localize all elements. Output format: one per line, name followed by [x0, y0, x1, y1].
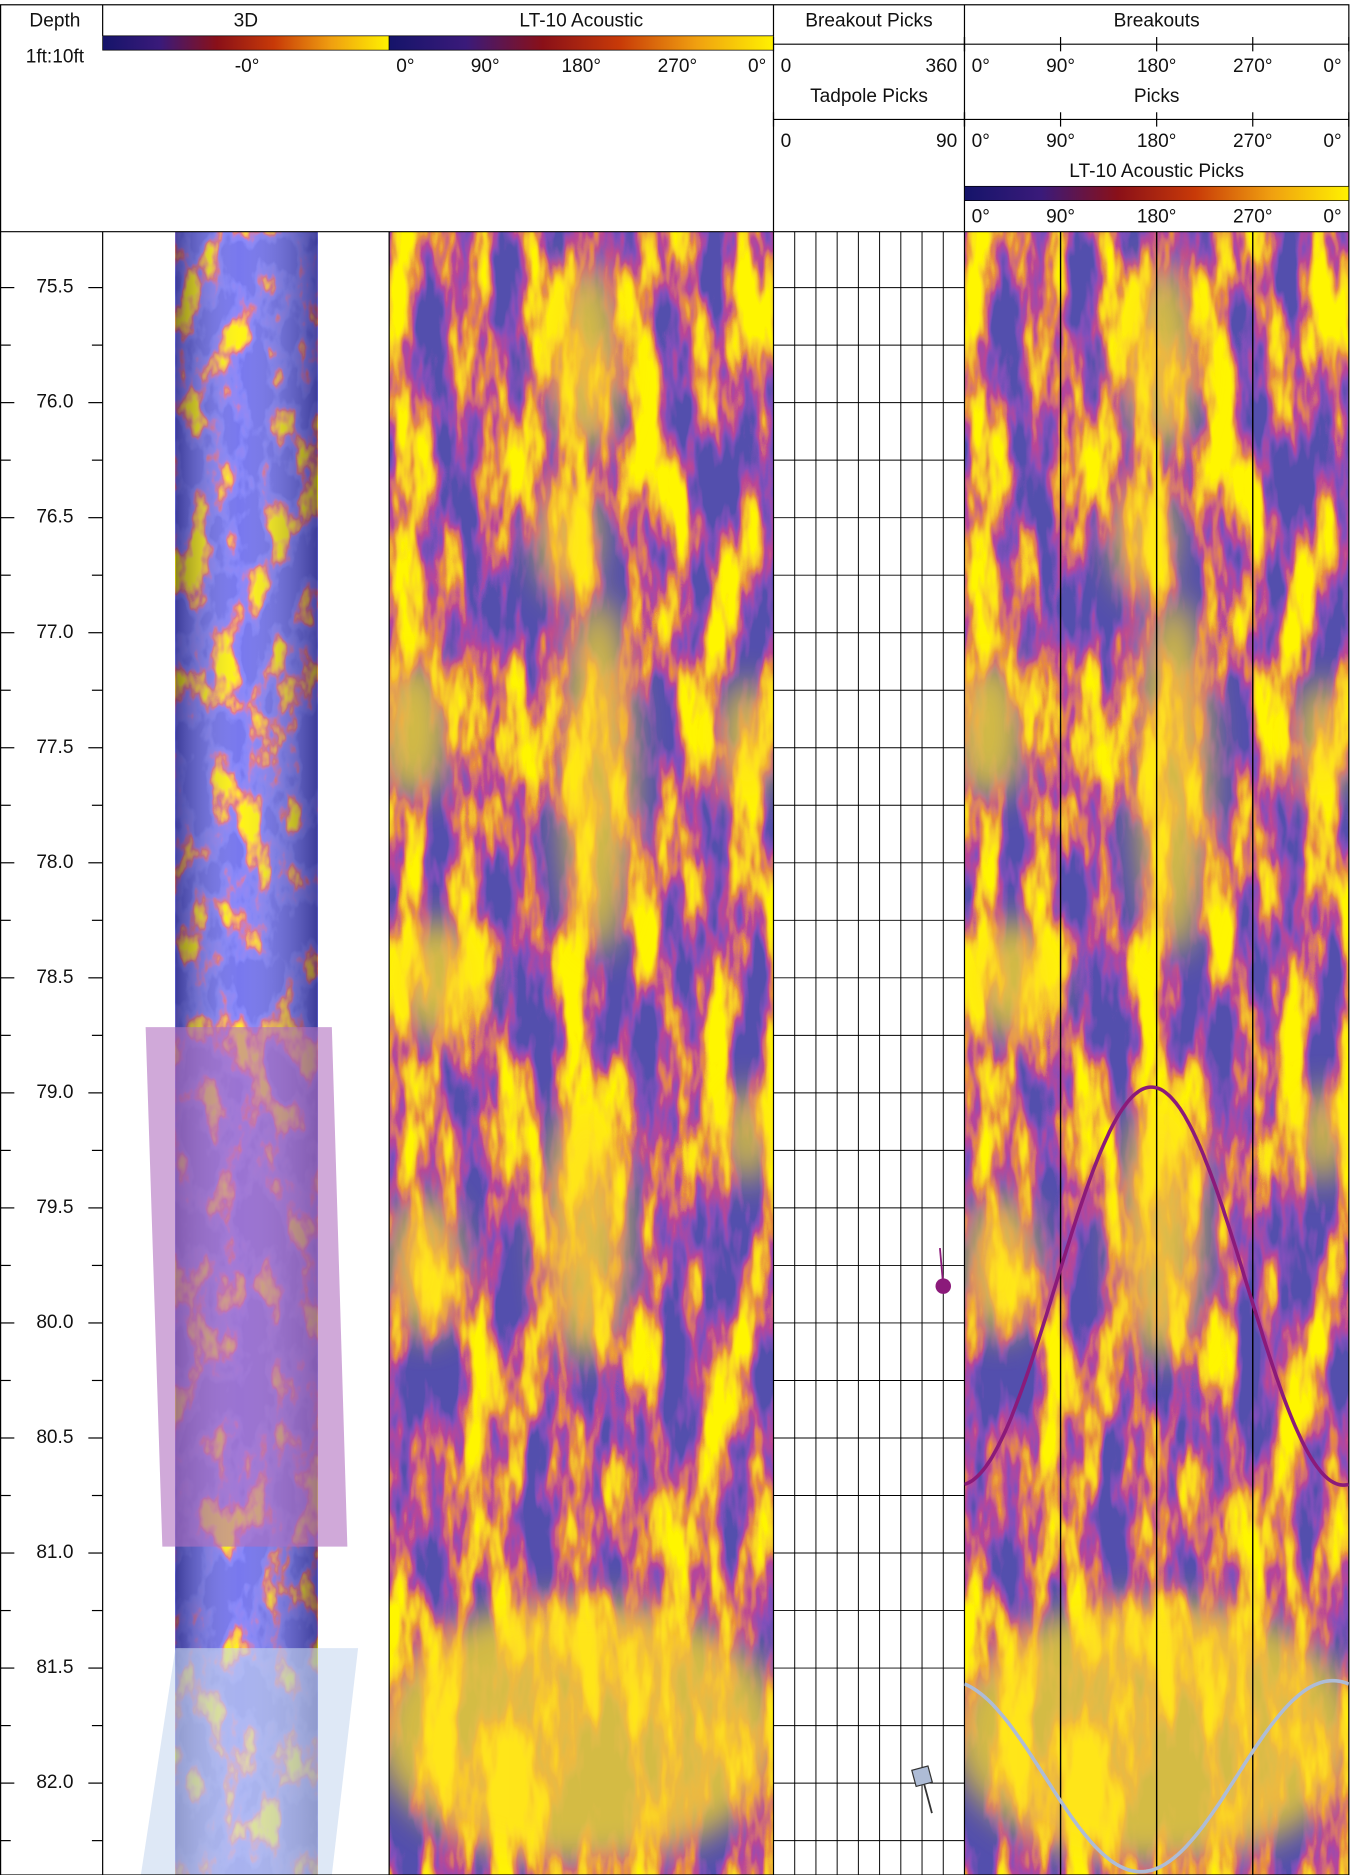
- tadpole: [911, 1765, 934, 1788]
- acoustic-picks-image: [953, 232, 1356, 1875]
- colorbar: [102, 35, 390, 51]
- track-title: Tadpole Picks: [810, 86, 928, 107]
- x-tick-label: 90°: [1046, 56, 1075, 77]
- x-tick-label: 0°: [1323, 56, 1341, 77]
- x-tick-label: 90: [936, 131, 957, 152]
- depth-label: 76.0: [36, 392, 73, 413]
- track-title: LT-10 Acoustic: [519, 11, 643, 32]
- x-tick-label: 0°: [396, 56, 414, 77]
- x-tick-label: 0: [781, 131, 792, 152]
- x-tick-label: 180°: [1137, 206, 1176, 227]
- depth-label: 80.5: [36, 1427, 73, 1448]
- depth-label: 81.5: [36, 1657, 73, 1678]
- x-tick-label: 270°: [1233, 206, 1272, 227]
- depth-label: 80.0: [36, 1312, 73, 1333]
- frame: [0, 4, 1350, 1875]
- plane-overlay: [145, 1027, 348, 1547]
- colorbar: [964, 185, 1350, 201]
- x-tick-label: 90°: [471, 56, 500, 77]
- x-tick-label: 0°: [972, 206, 990, 227]
- three-d-image: [140, 231, 359, 1875]
- depth-title: Depth: [29, 11, 80, 32]
- depth-label: 78.5: [36, 967, 73, 988]
- x-tick-label: 270°: [658, 56, 697, 77]
- x-tick-label: 270°: [1233, 56, 1272, 77]
- x-tick-label: 180°: [562, 56, 601, 77]
- track-title: Breakouts: [1114, 11, 1200, 32]
- x-tick-label: 0°: [1323, 206, 1341, 227]
- x-tick-label: 90°: [1046, 131, 1075, 152]
- tadpole: [935, 1278, 952, 1294]
- x-tick-label: 0°: [972, 131, 990, 152]
- x-tick-label: 90°: [1046, 206, 1075, 227]
- x-tick-label: 180°: [1137, 131, 1176, 152]
- x-tick-label: 0°: [748, 56, 766, 77]
- depth-label: 77.5: [36, 737, 73, 758]
- plane-overlay: [140, 1648, 359, 1875]
- x-tick-label: 0°: [972, 56, 990, 77]
- scale-label: 1ft:10ft: [26, 46, 85, 67]
- depth-label: 79.0: [36, 1082, 73, 1103]
- x-tick-label: 0°: [1323, 131, 1341, 152]
- colorbar-label: -0°: [235, 56, 260, 77]
- track-title: Picks: [1134, 86, 1180, 107]
- x-tick-label: 270°: [1233, 131, 1272, 152]
- depth-label: 78.0: [36, 852, 73, 873]
- depth-label: 81.0: [36, 1542, 73, 1563]
- depth-label: 75.5: [36, 277, 73, 298]
- x-tick-label: 360: [925, 56, 957, 77]
- depth-label: 82.0: [36, 1772, 73, 1793]
- x-tick-label: 0: [781, 56, 792, 77]
- depth-label: 77.0: [36, 622, 73, 643]
- depth-label: 79.5: [36, 1197, 73, 1218]
- track-title: 3D: [234, 11, 258, 32]
- depth-label: 76.5: [36, 507, 73, 528]
- pick-sinusoid: [964, 1085, 1349, 1487]
- tadpole-track: [773, 231, 965, 1875]
- acoustic-image: [377, 232, 783, 1875]
- track-title: Breakout Picks: [805, 11, 932, 32]
- track-title: LT-10 Acoustic Picks: [1069, 161, 1244, 182]
- pick-sinusoid: [964, 1678, 1349, 1874]
- x-tick-label: 180°: [1137, 56, 1176, 77]
- colorbar: [388, 35, 774, 51]
